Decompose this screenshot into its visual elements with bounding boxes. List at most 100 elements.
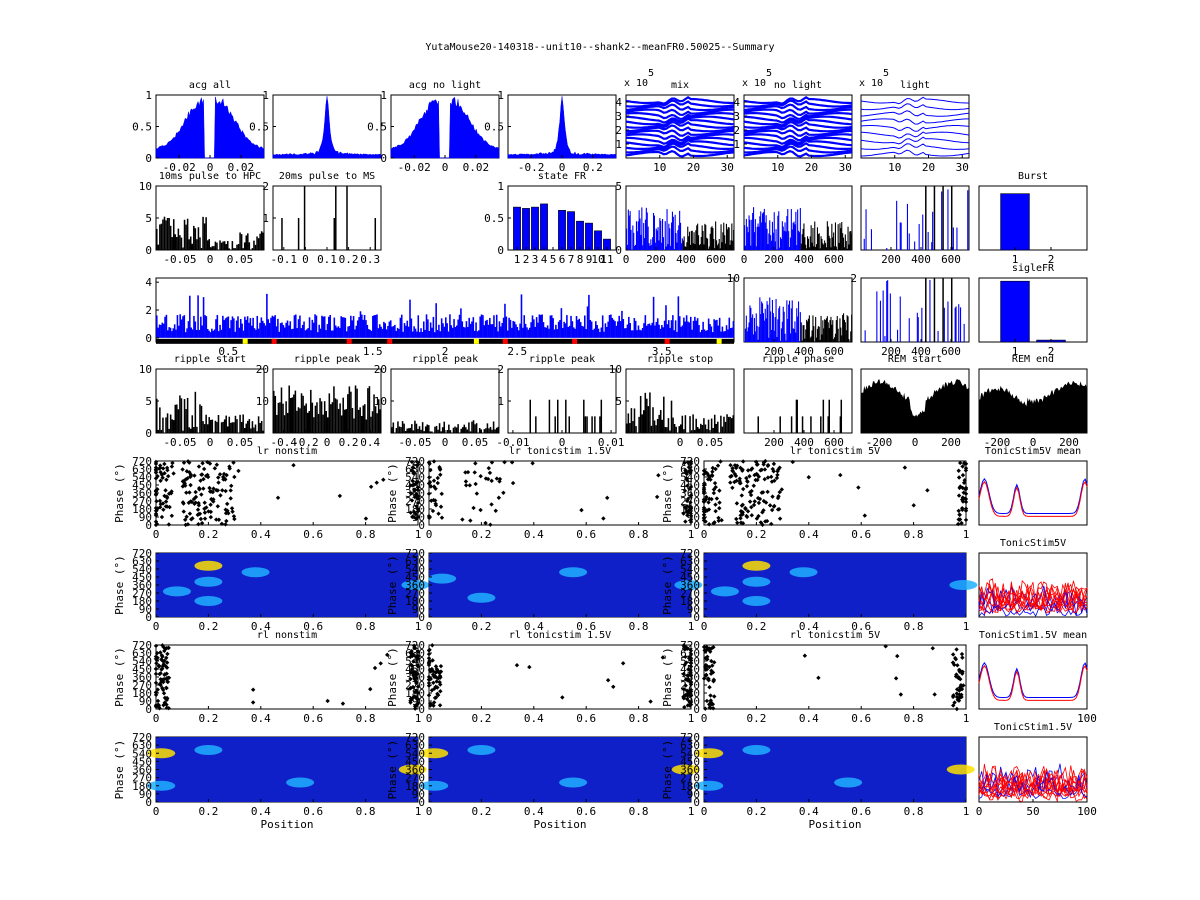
histogram-bar (220, 242, 223, 250)
session-bar (575, 316, 578, 338)
panel-title: ripple peak (294, 354, 360, 365)
session-bar (217, 331, 220, 338)
histogram-bar (471, 421, 473, 433)
histogram-bar (273, 390, 275, 433)
session-bar (641, 328, 644, 338)
session-bar (239, 318, 242, 338)
x-tick-label: 0 (912, 436, 919, 449)
rate-bar (699, 244, 701, 250)
histogram-bar (497, 426, 499, 433)
rate-bar (676, 242, 678, 250)
plot-content (743, 95, 853, 158)
session-bar (160, 324, 162, 338)
spike-point (181, 509, 186, 514)
rate-bar (762, 303, 764, 342)
x-tick-label: 9 (586, 253, 593, 266)
y-tick-label: 2 (497, 363, 504, 376)
session-bar (561, 328, 564, 338)
rate-bar (782, 306, 784, 342)
rate-bar (711, 226, 713, 250)
y-tick-label: 1 (380, 89, 387, 102)
spike-point (702, 664, 708, 670)
rate-bar (899, 222, 901, 250)
session-bar (250, 325, 253, 338)
axes-frame (860, 94, 970, 159)
histogram-bar (331, 402, 334, 433)
session-bar (713, 319, 715, 338)
rate-bar (834, 246, 836, 250)
histogram-bar (245, 235, 248, 250)
spike-point (187, 460, 192, 465)
spike-point (409, 498, 415, 503)
spike-point (681, 694, 686, 699)
waveform-trace (625, 99, 735, 108)
histogram-bar (226, 241, 229, 250)
rate-bar (840, 327, 842, 342)
rate-bar (789, 300, 791, 342)
session-bar (341, 317, 344, 338)
spike-point (509, 460, 515, 465)
plot-content (863, 186, 969, 250)
spike-point (185, 522, 191, 527)
rate-bar (779, 306, 781, 342)
rate-bar (748, 215, 750, 250)
rate-bar (808, 247, 810, 250)
session-bar (691, 329, 693, 338)
spike-point (751, 502, 757, 508)
spike-point (960, 671, 965, 676)
spike-point (959, 686, 965, 692)
spike-point (688, 664, 694, 669)
rate-bar (745, 218, 747, 250)
spike-point (756, 500, 762, 506)
session-bar (461, 321, 464, 338)
rate-bar (687, 226, 689, 250)
rate-bar (766, 301, 768, 342)
rate-bar (791, 229, 793, 250)
stripe-mark (242, 338, 248, 344)
spike-point (686, 691, 692, 697)
histogram-bar (177, 228, 180, 250)
y-tick-label: 4 (615, 96, 622, 109)
spike-point (489, 460, 495, 465)
rate-bar (753, 334, 755, 342)
x-axis-label: Position (261, 818, 314, 831)
histogram-bar (337, 408, 340, 433)
session-bar (581, 325, 583, 338)
session-bar (472, 317, 475, 338)
bar (522, 208, 530, 251)
spike-point (437, 670, 442, 675)
session-bar (520, 294, 523, 338)
y-tick-label: 450 (405, 479, 425, 492)
histogram-bar (707, 419, 710, 433)
spike-point (753, 459, 759, 465)
plot-content (701, 458, 969, 528)
rate-bar (786, 300, 788, 342)
y-tick-label: 540 (132, 655, 152, 668)
spike-point (411, 509, 417, 515)
spike-point (412, 488, 417, 493)
session-bar (352, 316, 355, 338)
y-tick-label: 180 (405, 687, 425, 700)
rate-bar (715, 221, 717, 250)
rate-bar (689, 231, 691, 250)
spike-point (196, 511, 201, 517)
spike-point (749, 488, 754, 494)
rate-bar (812, 227, 814, 250)
session-bar (637, 325, 640, 338)
x-tick-label: 0 (426, 620, 433, 633)
histogram-bar (359, 407, 361, 433)
session-bar (600, 327, 603, 338)
session-bar (219, 324, 221, 338)
session-bar (413, 326, 415, 338)
x-tick-label: 0.2 (583, 161, 603, 174)
spike-point (155, 473, 160, 479)
rate-bar (784, 333, 786, 342)
session-bar (486, 319, 488, 338)
rate-bar (712, 228, 714, 250)
spike-point (218, 493, 223, 498)
rate-bar (808, 315, 810, 342)
spike-point (489, 502, 494, 507)
spike-point (153, 489, 159, 494)
rate-bar (753, 207, 755, 250)
